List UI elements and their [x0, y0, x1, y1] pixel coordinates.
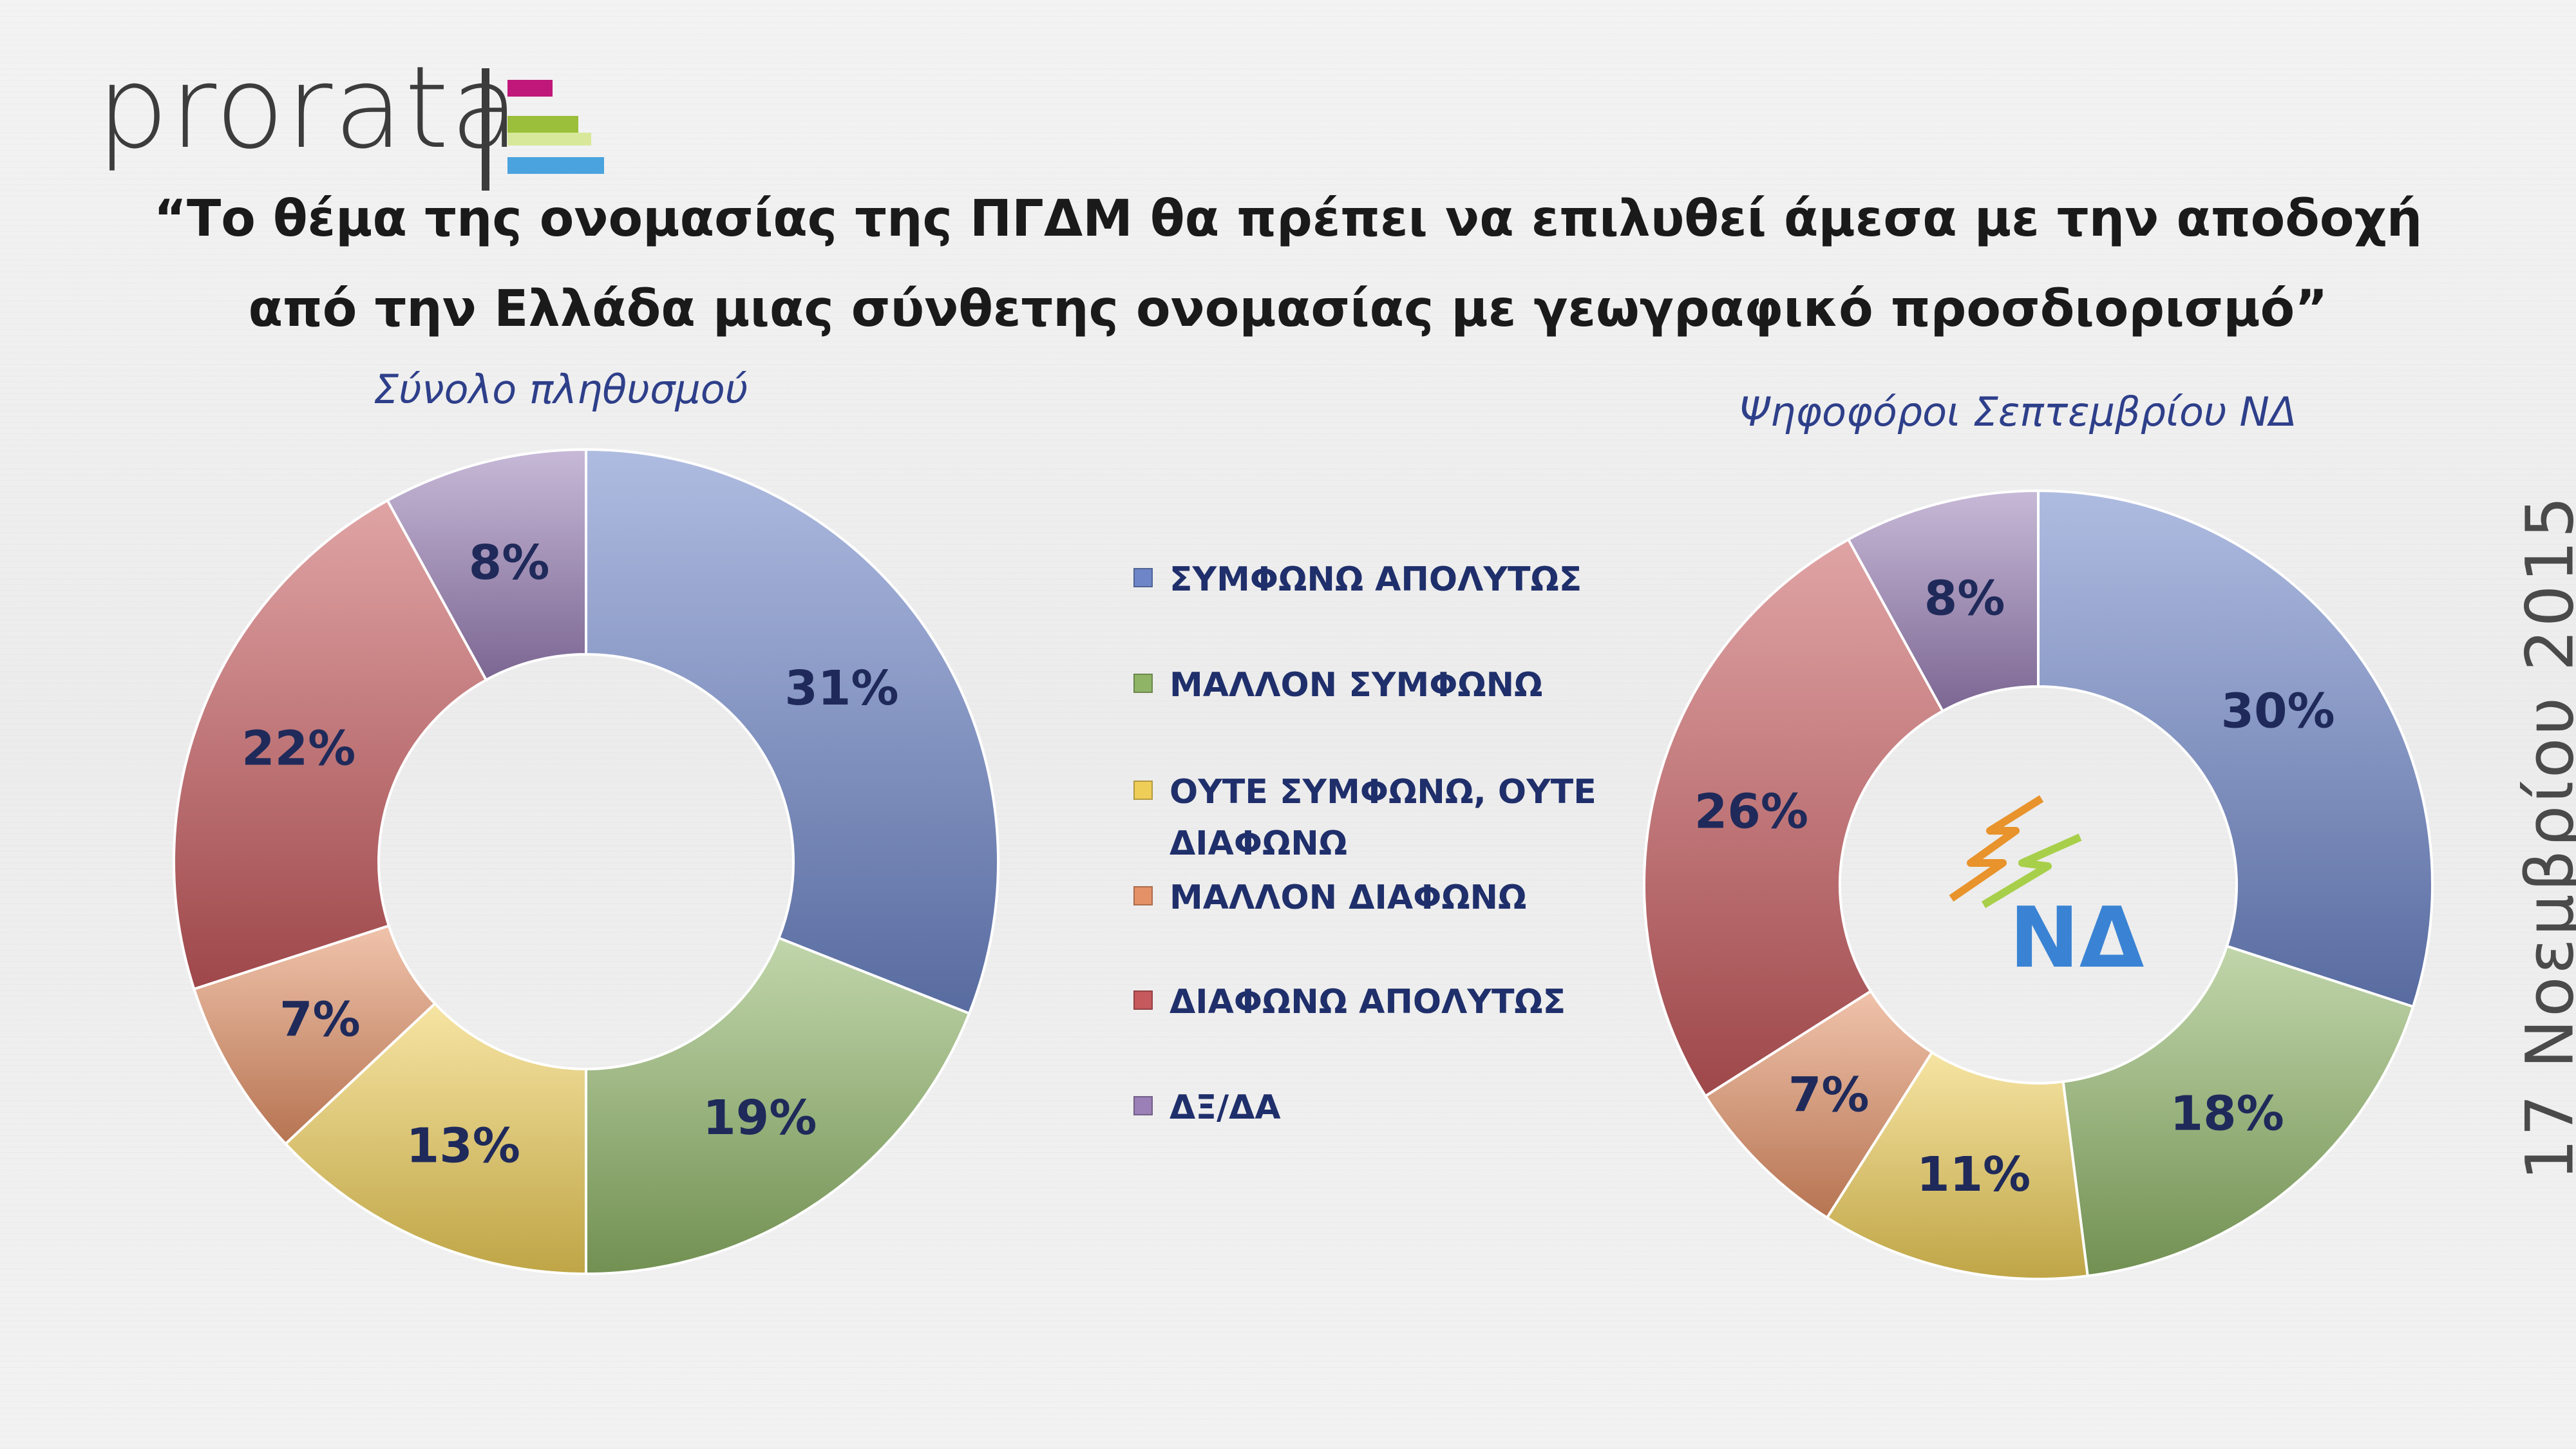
legend-label: ΟΥΤΕ ΣΥΜΦΩΝΩ, ΟΥΤΕ ΔΙΑΦΩΝΩ	[1170, 773, 1596, 863]
left-chart-title: Σύνολο πληθυσμού	[374, 366, 748, 413]
left-data-label-0: 31%	[784, 661, 898, 716]
title-line-1: “Το θέμα της ονομασίας της ΠΓΔΜ θα πρέπε…	[153, 190, 2423, 248]
legend-swatch	[1133, 674, 1153, 693]
legend-label: ΔΞ/ΔΑ	[1170, 1088, 1281, 1127]
title-line-2: από την Ελλάδα μιας σύνθετης ονομασίας μ…	[248, 280, 2328, 338]
nd-flame-icon	[1949, 795, 2082, 909]
left-slice-1	[585, 936, 971, 1276]
left-slice-4	[173, 498, 488, 991]
right-data-label-4: 26%	[1694, 784, 1808, 840]
legend-label: ΜΑΛΛΟΝ ΣΥΜΦΩΝΩ	[1170, 666, 1543, 705]
left-data-label-1: 19%	[703, 1090, 817, 1146]
left-data-label-2: 13%	[406, 1119, 520, 1174]
legend-swatch	[1133, 990, 1153, 1010]
legend-swatch	[1133, 1096, 1153, 1115]
nd-logo-text: ΝΔ	[2009, 889, 2145, 987]
right-data-label-1: 18%	[2170, 1086, 2284, 1141]
left-slice-5	[385, 448, 587, 682]
left-data-label-4: 22%	[242, 721, 355, 776]
right-slice-4	[1642, 537, 1945, 1098]
legend-swatch	[1133, 568, 1153, 587]
legend-swatch	[1133, 886, 1153, 905]
nd-party-logo: ΝΔ	[1945, 786, 2144, 992]
donut-chart-nd-voters: 30% 18% 11% 7% 26% 8%	[1642, 489, 2434, 1280]
survey-date: 17 Νοεμβρίου 2015	[2512, 493, 2576, 1181]
left-slice-2	[283, 1001, 587, 1276]
right-slice-2	[1825, 1050, 2089, 1280]
slide-title: “Το θέμα της ονομασίας της ΠΓΔΜ θα πρέπε…	[103, 174, 2473, 354]
right-chart-title: Ψηφοφόροι Σεπτεμβρίου ΝΔ	[1739, 388, 2297, 435]
right-slice-0	[2037, 489, 2434, 1009]
right-slice-5	[1846, 489, 2040, 713]
legend-label: ΣΥΜΦΩΝΩ ΑΠΟΛΥΤΩΣ	[1170, 560, 1582, 599]
donut-chart-total-population: 31% 19% 13% 7% 22% 8%	[173, 448, 999, 1276]
logo-bars-icon	[482, 68, 604, 191]
left-data-label-5: 8%	[469, 535, 550, 591]
right-data-label-3: 7%	[1788, 1067, 1870, 1122]
legend-swatch	[1133, 781, 1153, 800]
right-data-label-0: 30%	[2221, 684, 2335, 739]
left-data-label-3: 7%	[279, 992, 361, 1047]
logo-text: prorata	[97, 42, 521, 174]
right-data-label-2: 11%	[1917, 1147, 2031, 1202]
right-data-label-5: 8%	[1924, 571, 2005, 626]
legend-label: ΜΑΛΛΟΝ ΔΙΑΦΩΝΩ	[1170, 878, 1527, 917]
right-slice-1	[2061, 944, 2415, 1278]
left-slice-0	[585, 448, 999, 1016]
legend-label: ΔΙΑΦΩΝΩ ΑΠΟΛΥΤΩΣ	[1170, 983, 1566, 1021]
